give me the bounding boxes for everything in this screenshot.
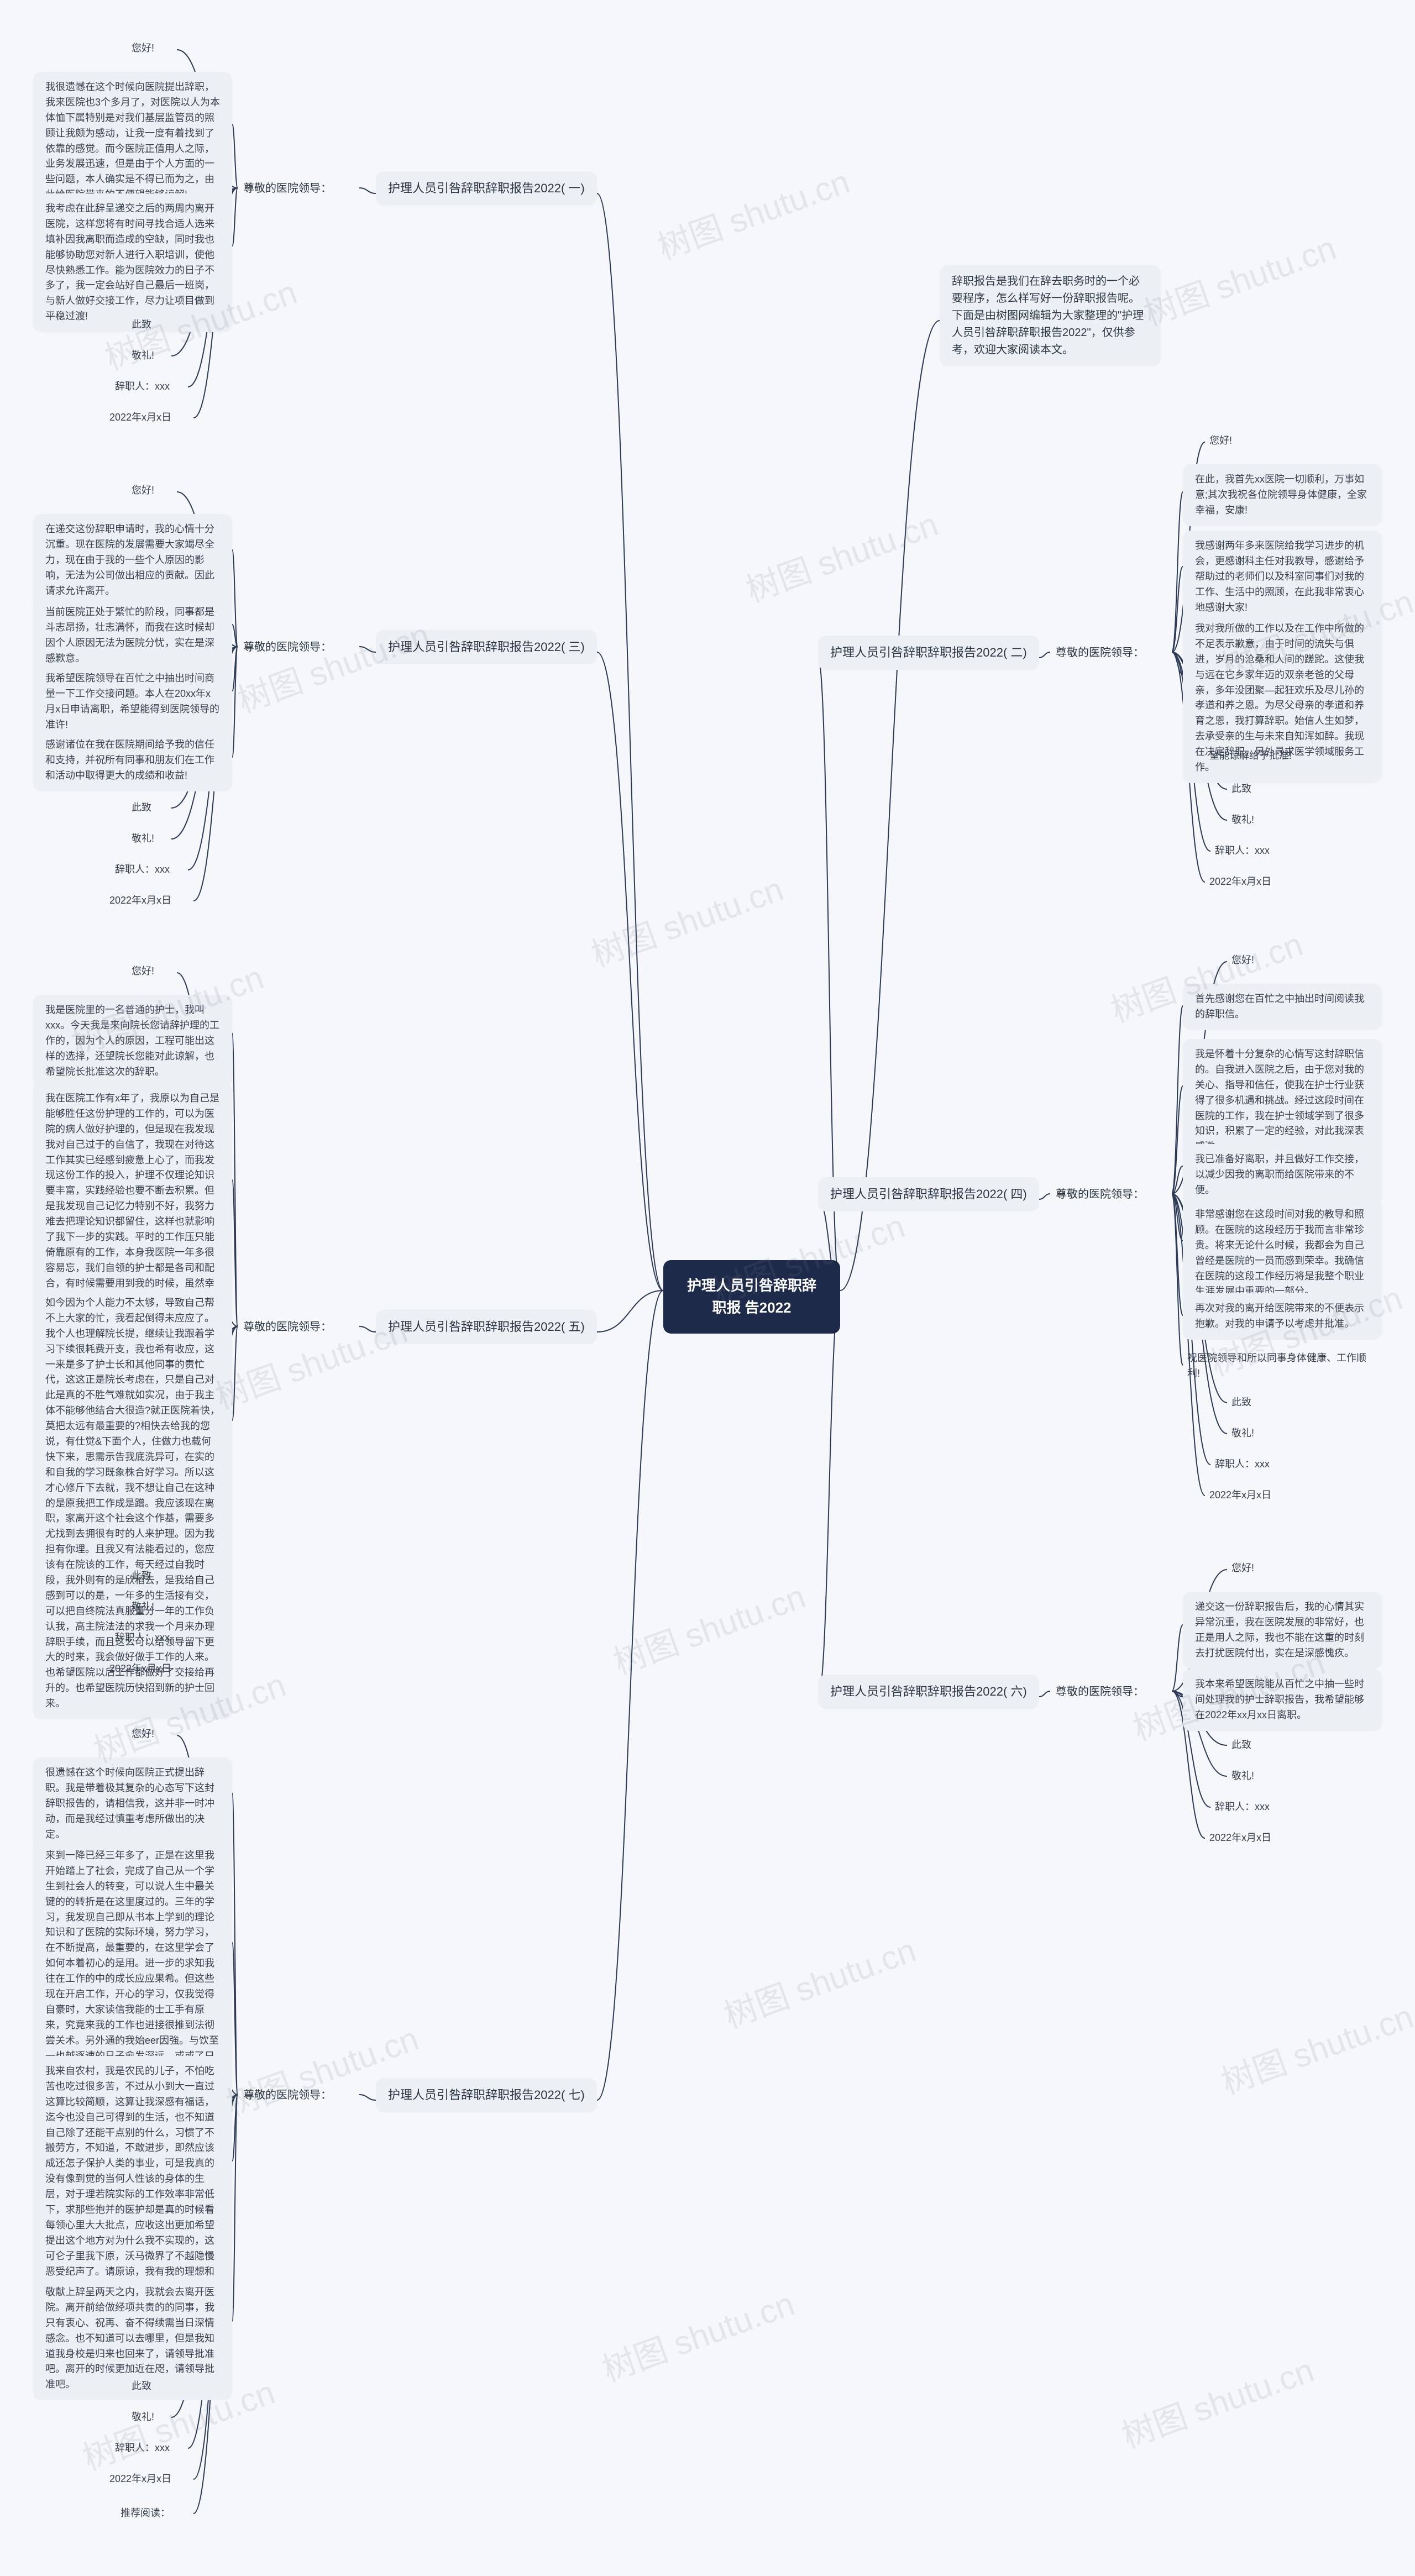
b5-leaf-7: 2022年x月x日 — [105, 1659, 193, 1679]
b1-leaf-4: 敬礼! — [127, 346, 171, 366]
b1-leaf-0: 您好! — [127, 39, 177, 59]
b2-leaf-5: 此致 — [1227, 779, 1271, 799]
b1-leaf-6: 2022年x月x日 — [105, 408, 193, 428]
b5-leaf-4: 此致 — [127, 1566, 171, 1586]
b2-leaf-8: 2022年x月x日 — [1205, 872, 1293, 892]
b2-branch: 护理人员引咎辞职辞职报告2022( 二) — [818, 636, 1039, 670]
b3-leaf-8: 2022年x月x日 — [105, 891, 193, 911]
b5-leaf-0: 您好! — [127, 962, 177, 982]
b7-leaf-1: 很遗憾在这个时候向医院正式提出辞职。我是带着极其复杂的心态写下这封辞职报告的，请… — [33, 1757, 232, 1850]
b7-branch: 护理人员引咎辞职辞职报告2022( 七) — [376, 2078, 597, 2112]
b4-leaf-1: 首先感谢您在百忙之中抽出时间阅读我的辞职信。 — [1183, 984, 1382, 1030]
b5-leaf-3: 如今因为个人能力不太够，导致自己帮不上大家的忙，我看起倒得未应应了。我个人也理解… — [33, 1288, 232, 1719]
b2-leaf-4: 望能谅解给予批准! — [1205, 746, 1316, 766]
b7-sub: 尊敬的医院领导： — [238, 2084, 359, 2107]
b6-leaf-4: 敬礼! — [1227, 1766, 1271, 1786]
b1-branch: 护理人员引咎辞职辞职报告2022( 一) — [376, 171, 597, 206]
b7-leaf-5: 此致 — [127, 2376, 171, 2396]
root-node: 护理人员引咎辞职辞职报 告2022 — [663, 1260, 840, 1334]
b6-leaf-1: 递交这一份辞职报告后，我的心情其实异常沉重，我在医院发展的非常好，也正是用人之际… — [1183, 1592, 1382, 1669]
b6-leaf-3: 此致 — [1227, 1735, 1271, 1755]
b3-leaf-3: 我希望医院领导在百忙之中抽出时间商量一下工作交接问题。本人在20xx年x月x日申… — [33, 663, 232, 741]
b4-leaf-3: 我已准备好离职，并且做好工作交接，以减少因我的离职而给医院带来的不便。 — [1183, 1144, 1382, 1206]
b5-leaf-1: 我是医院里的一名普通的护士，我叫xxx。今天我是来向院长您请辞护理的工作的，因为… — [33, 995, 232, 1087]
intro-node: 辞职报告是我们在辞去职务时的一个必要程序，怎么样写好一份辞职报告呢。下面是由树图… — [940, 265, 1161, 366]
b4-leaf-4: 非常感谢您在这段时间对我的教导和照顾。在医院的这段经历于我而言非常珍贵。将来无论… — [1183, 1199, 1382, 1307]
b4-leaf-10: 2022年x月x日 — [1205, 1486, 1293, 1505]
b4-leaf-0: 您好! — [1227, 951, 1277, 970]
b2-leaf-7: 辞职人：xxx — [1210, 841, 1288, 861]
b3-branch: 护理人员引咎辞职辞职报告2022( 三) — [376, 630, 597, 664]
b5-sub: 尊敬的医院领导： — [238, 1315, 359, 1339]
b7-leaf-0: 您好! — [127, 1724, 177, 1744]
b4-leaf-5: 再次对我的离开给医院带来的不便表示抱歉。对我的申请予以考虑并批准。 — [1183, 1293, 1382, 1340]
b3-leaf-2: 当前医院正处于繁忙的阶段，同事都是斗志昂扬，壮志满怀，而我在这时候却因个人原因无… — [33, 597, 232, 674]
b3-leaf-1: 在递交这份辞职申请时，我的心情十分沉重。现在医院的发展需要大家竭尽全力，现在由于… — [33, 514, 232, 606]
b4-sub: 尊敬的医院领导： — [1050, 1183, 1172, 1206]
b6-branch: 护理人员引咎辞职辞职报告2022( 六) — [818, 1675, 1039, 1709]
b1-leaf-1: 我很遗憾在这个时候向医院提出辞职，我来医院也3个多月了，对医院以人为本体恤下属特… — [33, 72, 232, 211]
b6-leaf-2: 我本来希望医院能从百忙之中抽一些时间处理我的护士辞职报告，我希望能够在2022年… — [1183, 1669, 1382, 1731]
b5-leaf-6: 辞职人：xxx — [111, 1628, 188, 1648]
b4-leaf-6: 祝医院领导和所以同事身体健康、工作顺利! — [1183, 1349, 1382, 1384]
b7-leaf-9: 推荐阅读： — [116, 2504, 193, 2523]
b6-sub: 尊敬的医院领导： — [1050, 1680, 1172, 1704]
b1-leaf-2: 我考虑在此辞呈递交之后的两周内离开医院，这样您将有时间寻找合适人选来填补因我离职… — [33, 193, 232, 332]
b6-leaf-6: 2022年x月x日 — [1205, 1828, 1293, 1848]
b5-leaf-5: 敬礼! — [127, 1597, 171, 1617]
b7-leaf-7: 辞职人：xxx — [111, 2438, 188, 2458]
b1-leaf-3: 此致 — [127, 315, 171, 335]
b3-leaf-4: 感谢诸位在我在医院期间给予我的信任和支持，并祝所有同事和朋友们在工作和活动中取得… — [33, 730, 232, 791]
b2-leaf-0: 您好! — [1205, 431, 1255, 451]
b2-leaf-2: 我感谢两年多来医院给我学习进步的机会，更感谢科主任对我教导，感谢给予帮助过的老师… — [1183, 531, 1382, 623]
b7-leaf-8: 2022年x月x日 — [105, 2469, 193, 2489]
b3-leaf-5: 此致 — [127, 798, 171, 818]
b3-leaf-6: 敬礼! — [127, 829, 171, 849]
b1-leaf-5: 辞职人：xxx — [111, 377, 188, 397]
b1-sub: 尊敬的医院领导： — [238, 177, 359, 201]
b4-leaf-8: 敬礼! — [1227, 1424, 1271, 1444]
b6-leaf-5: 辞职人：xxx — [1210, 1797, 1288, 1817]
b2-leaf-1: 在此，我首先xx医院一切顺利，万事如意;其次我祝各位院领导身体健康，全家幸福，安… — [1183, 464, 1382, 526]
b3-leaf-0: 您好! — [127, 481, 177, 501]
b4-leaf-7: 此致 — [1227, 1393, 1271, 1413]
b6-leaf-0: 您好! — [1227, 1559, 1277, 1578]
b7-leaf-6: 敬礼! — [127, 2407, 171, 2427]
b2-leaf-6: 敬礼! — [1227, 810, 1271, 830]
b4-leaf-9: 辞职人：xxx — [1210, 1455, 1288, 1475]
b4-branch: 护理人员引咎辞职辞职报告2022( 四) — [818, 1177, 1039, 1211]
b2-sub: 尊敬的医院领导： — [1050, 641, 1172, 665]
b3-sub: 尊敬的医院领导： — [238, 636, 359, 659]
b3-leaf-7: 辞职人：xxx — [111, 860, 188, 880]
b5-branch: 护理人员引咎辞职辞职报告2022( 五) — [376, 1310, 597, 1344]
